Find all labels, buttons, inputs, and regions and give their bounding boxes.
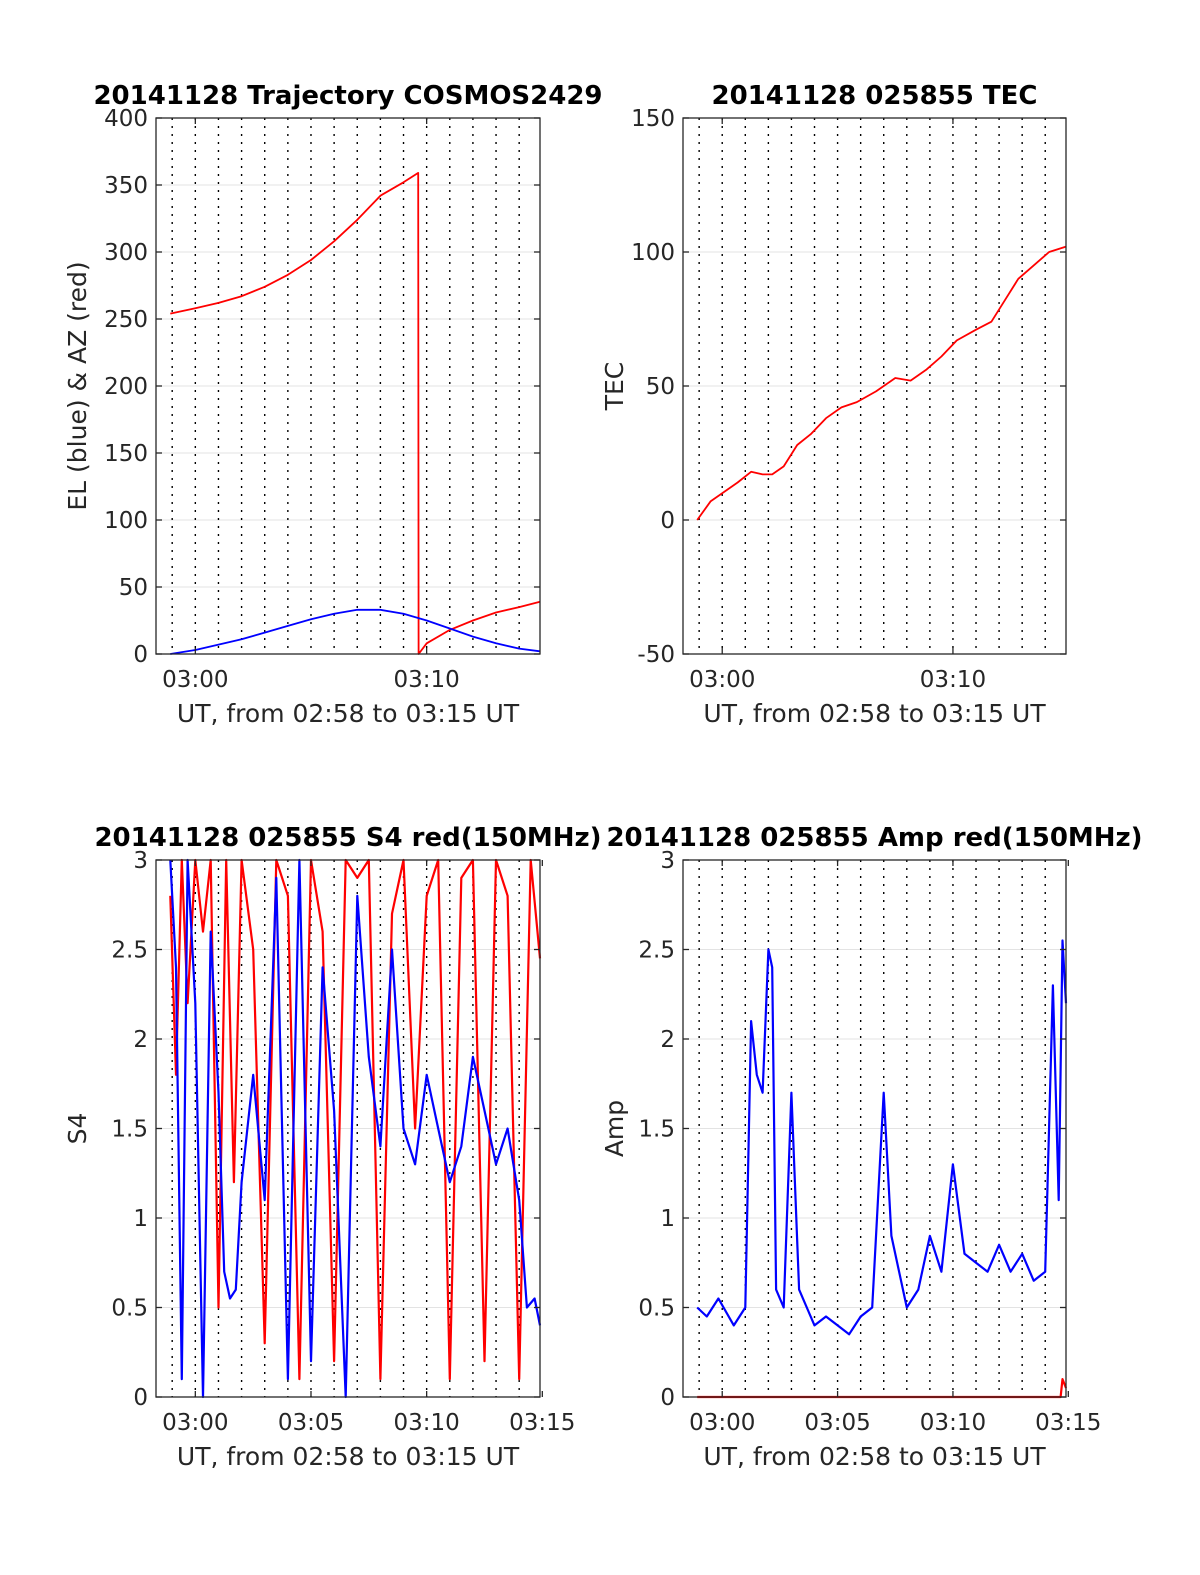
series-line-1 (169, 858, 542, 1381)
y-tick-label: 400 (104, 106, 148, 132)
series-line-2 (169, 858, 542, 1399)
x-axis-label: UT, from 02:58 to 03:15 UT (177, 1442, 520, 1471)
y-tick-label: 2 (133, 1027, 148, 1053)
y-tick-label: -50 (637, 642, 675, 668)
y-tick-label: 150 (631, 106, 675, 132)
y-tick-label: 1.5 (111, 1117, 148, 1143)
x-tick-label: 03:00 (689, 667, 755, 693)
chart-title: 20141128 025855 Amp red(150MHz) (606, 823, 1142, 853)
series-line-1 (697, 1377, 1068, 1399)
series-line-2 (696, 939, 1068, 1336)
chart-panel-2: -50 0 50 100 150 03:00 03:10 20141128 025855 TE… (600, 81, 1067, 728)
y-axis-label: S4 (63, 1113, 92, 1145)
series-line-2 (170, 608, 541, 655)
y-tick-label: 50 (646, 374, 675, 400)
x-tick-label: 03:10 (920, 667, 986, 693)
y-tick-label: 1.5 (638, 1117, 675, 1143)
x-tick-label: 03:00 (162, 1410, 228, 1436)
y-tick-label: 300 (104, 240, 148, 266)
x-tick-label: 03:15 (1035, 1410, 1101, 1436)
y-tick-label: 2.5 (638, 938, 675, 964)
chart-panel-1: 0 50 100 150 200 250 300 350 400 03:00 03:10 201411… (63, 81, 603, 728)
chart-title: 20141128 025855 TEC (712, 81, 1038, 111)
y-tick-label: 0 (133, 1385, 148, 1411)
y-tick-label: 100 (631, 240, 675, 266)
x-tick-label: 03:00 (162, 667, 228, 693)
chart-title: 20141128 025855 S4 red(150MHz) (94, 823, 601, 853)
x-tick-label: 03:00 (689, 1410, 755, 1436)
y-axis-label: EL (blue) & AZ (red) (63, 261, 92, 510)
y-tick-label: 50 (119, 575, 148, 601)
y-tick-label: 0 (660, 1385, 675, 1411)
chart-title: 20141128 Trajectory COSMOS2429 (93, 81, 602, 111)
x-axis-label: UT, from 02:58 to 03:15 UT (177, 699, 520, 728)
y-tick-label: 250 (104, 307, 148, 333)
y-tick-label: 0.5 (111, 1296, 148, 1322)
chart-panel-3: 0 0.5 1 1.5 2 2.5 3 03:00 03:05 03:10 03:15 2014112… (63, 823, 602, 1471)
y-tick-label: 0.5 (638, 1296, 675, 1322)
y-tick-label: 100 (104, 508, 148, 534)
y-axis-label: Amp (600, 1100, 629, 1157)
x-tick-label: 03:05 (278, 1410, 344, 1436)
y-tick-label: 150 (104, 441, 148, 467)
x-tick-label: 03:10 (394, 1410, 460, 1436)
series-line-1 (696, 245, 1067, 521)
y-tick-label: 3 (660, 848, 675, 874)
y-tick-label: 0 (660, 508, 675, 534)
y-tick-label: 3 (133, 848, 148, 874)
x-tick-label: 03:10 (920, 1410, 986, 1436)
series-line-1 (170, 171, 541, 655)
y-tick-label: 1 (660, 1206, 675, 1232)
x-tick-label: 03:05 (804, 1410, 870, 1436)
x-axis-label: UT, from 02:58 to 03:15 UT (703, 699, 1046, 728)
x-tick-label: 03:10 (394, 667, 460, 693)
y-tick-label: 1 (133, 1206, 148, 1232)
y-tick-label: 200 (104, 374, 148, 400)
x-axis-label: UT, from 02:58 to 03:15 UT (703, 1442, 1046, 1471)
y-axis-label: TEC (600, 362, 629, 412)
x-tick-label: 03:15 (509, 1410, 575, 1436)
chart-panel-4: 0 0.5 1 1.5 2 2.5 3 03:00 03:05 03:10 03:15 2014112… (600, 823, 1143, 1471)
y-tick-label: 2 (660, 1027, 675, 1053)
y-tick-label: 2.5 (111, 938, 148, 964)
y-tick-label: 0 (133, 642, 148, 668)
y-tick-label: 350 (104, 173, 148, 199)
